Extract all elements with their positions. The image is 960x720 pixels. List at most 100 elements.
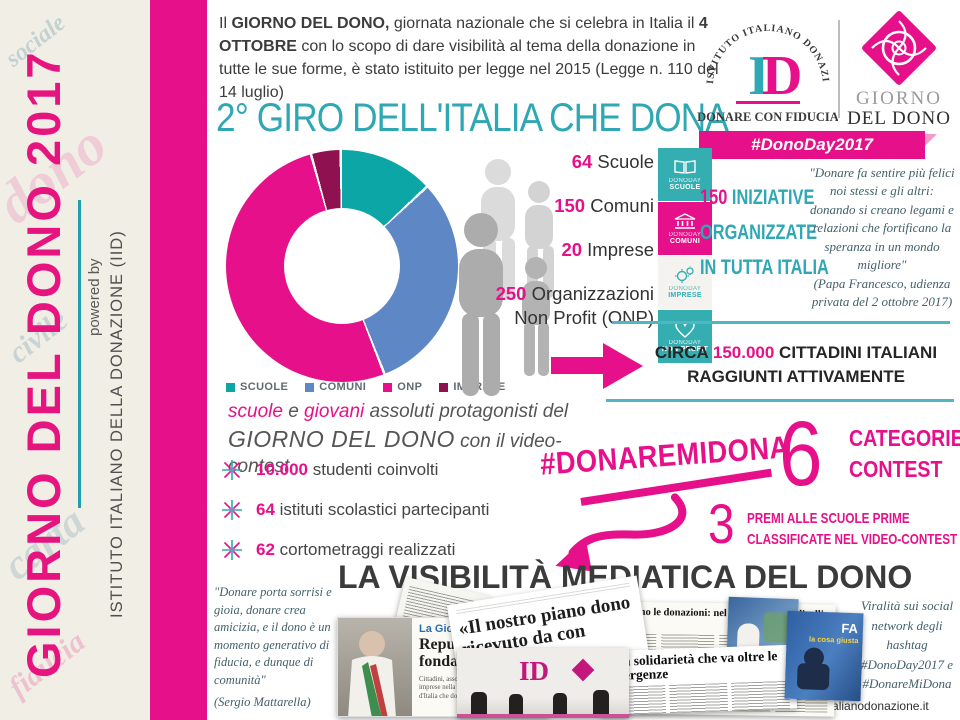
star-bullet-icon — [222, 460, 242, 480]
iniziative-line3: IN TUTTA ITALIA — [700, 256, 829, 279]
reach-number: 150.000 — [712, 343, 775, 362]
categorie-labels: CATEGORIE CONTEST — [849, 423, 960, 485]
logo-divider — [838, 20, 840, 118]
stat-row: 20 Imprese — [468, 238, 654, 261]
gears-icon — [675, 266, 694, 283]
stat-label: studenti coinvolti — [308, 460, 439, 479]
tv-caption: la cosa giusta — [808, 634, 859, 646]
iniziative-callout: 150 INIZIATIVE ORGANIZZATE IN TUTTA ITAL… — [700, 180, 829, 285]
tile-nonprofit: DONODAY NON PROFIT — [658, 310, 712, 363]
accent-bar — [150, 0, 207, 720]
stat-value: 150 — [554, 195, 586, 217]
contest-event-name: GIORNO DEL DONO — [228, 425, 455, 452]
contest-stat-row: 64 istituti scolastici partecipanti — [220, 498, 489, 522]
social-virality-note: Viralità sui social network degli hashta… — [860, 598, 954, 691]
quote-text: "Donare porta sorrisi e gioia, donare cr… — [214, 585, 332, 687]
reach-text: RAGGIUNTI ATTIVAMENTE — [687, 366, 905, 386]
contest-text: con il video-contest — [228, 430, 562, 477]
stat-value: 64 — [256, 500, 275, 519]
sidebar: sociale dono civile carta fiducia — [0, 0, 150, 720]
quote-text: "Donare fa sentire più felici noi stessi… — [809, 165, 955, 273]
tile-brand: DONODAY — [668, 286, 702, 292]
contest-stat-row: 62 cortometraggi realizzati — [220, 538, 489, 562]
intro-paragraph: Il GIORNO DEL DONO, giornata nazionale c… — [219, 15, 719, 101]
chart-legend: SCUOLE COMUNI ONP IMPRESE — [226, 381, 506, 393]
legend-item: SCUOLE — [226, 381, 288, 393]
contest-stats-list: 10.000 studenti coinvolti 64 istituti sc… — [220, 458, 489, 578]
legend-swatch — [305, 382, 315, 392]
categorie-number: 6 — [779, 403, 823, 505]
organization-label: ISTITUTO ITALIANO DELLA DONAZIONE (IID) — [108, 230, 126, 618]
tile-comuni: DONODAY COMUNI — [658, 202, 712, 255]
divider-line — [612, 321, 950, 324]
page-title: 2° GIRO DELL'ITALIA CHE DONA — [216, 96, 729, 140]
powered-by-label: powered by — [86, 258, 103, 336]
hashtag-callout: #DONAREMIDONA — [539, 429, 791, 572]
reach-text: CITTADINI ITALIANI — [774, 343, 938, 362]
donoday-ribbon: #DonoDay2017 — [699, 131, 937, 159]
heart-icon — [675, 320, 695, 338]
pope-photo — [338, 618, 412, 716]
tv-caption: FA — [841, 620, 859, 637]
legend-label: ONP — [397, 381, 423, 393]
giorno-logo-text: GIORNO — [856, 88, 942, 109]
star-bullet-icon — [222, 500, 242, 520]
mattarella-quote: "Donare porta sorrisi e gioia, donare cr… — [214, 584, 338, 712]
legend-label: SCUOLE — [240, 381, 289, 393]
giorno-del-dono-logo-icon — [862, 11, 936, 85]
stat-value: 20 — [561, 239, 583, 261]
quote-attribution: (Sergio Mattarella) — [214, 695, 311, 709]
id-backdrop-letters: ID — [519, 656, 550, 686]
premi-number: 3 — [708, 492, 735, 555]
iniziative-number: 150 — [700, 186, 728, 209]
diamond-logo-small — [571, 658, 595, 682]
premi-line: PREMI ALLE SCUOLE PRIME — [747, 510, 910, 527]
legend-item: ONP — [383, 381, 422, 393]
bank-icon — [674, 212, 696, 229]
premi-labels: PREMI ALLE SCUOLE PRIME CLASSIFICATE NEL… — [747, 508, 957, 550]
divider-line — [606, 399, 954, 402]
tile-brand: DONODAY — [668, 177, 702, 184]
stat-value: 250 — [495, 283, 527, 305]
stat-label: Scuole — [592, 151, 654, 172]
curl-arrow-icon — [555, 468, 773, 572]
legend-item: COMUNI — [305, 381, 366, 393]
stat-label: Imprese — [582, 239, 654, 261]
stat-label: Comuni — [585, 195, 654, 217]
stat-label: cortometraggi realizzati — [274, 540, 456, 559]
reach-statement: CIRCA 150.000 CITTADINI ITALIANI RAGGIUN… — [636, 341, 956, 389]
svg-text:I: I — [748, 45, 770, 107]
stat-value: 64 — [571, 151, 593, 172]
contest-text: assoluti protagonisti del — [364, 401, 569, 422]
contest-word: giovani — [304, 401, 365, 422]
tile-brand: DONODAY — [668, 231, 702, 238]
contest-intro: scuole e giovani assoluti protagonisti d… — [228, 400, 588, 479]
tv-still-iid-event: ID — [457, 648, 629, 718]
svg-text:DONARE CON FIDUCIA: DONARE CON FIDUCIA — [697, 110, 838, 124]
tile-label: COMUNI — [669, 237, 701, 245]
contest-text: e — [282, 401, 305, 422]
tile-brand: DONODAY — [668, 339, 702, 346]
quote-attribution: (Papa Francesco, udienza privata del 2 o… — [811, 275, 953, 310]
legend-swatch — [439, 382, 449, 392]
star-bullet-icon — [222, 540, 242, 560]
people-icons — [459, 159, 554, 396]
papa-francesco-quote: "Donare fa sentire più felici noi stessi… — [806, 164, 958, 312]
svg-text:D: D — [762, 45, 802, 107]
stat-value: 62 — [256, 540, 275, 559]
donut-chart — [226, 150, 458, 382]
pope-figure — [348, 631, 396, 716]
contest-stat-row: 10.000 studenti coinvolti — [220, 458, 489, 482]
clipping-headline: Una solidarietà che va oltre le emergenz… — [606, 648, 778, 684]
stat-label: istituti scolastici partecipanti — [274, 500, 490, 519]
stat-row: 150 Comuni — [468, 194, 654, 217]
tile-imprese: DONODAY IMPRESE — [658, 256, 712, 309]
tile-label: SCUOLE — [669, 183, 701, 191]
book-icon — [674, 159, 696, 174]
iniziative-line2: ORGANIZZATE — [700, 221, 818, 244]
legend-swatch — [226, 382, 235, 392]
stat-value: 10.000 — [256, 460, 308, 479]
stat-row: 64 Scuole — [468, 150, 654, 173]
categorie-line: CONTEST — [849, 456, 943, 482]
